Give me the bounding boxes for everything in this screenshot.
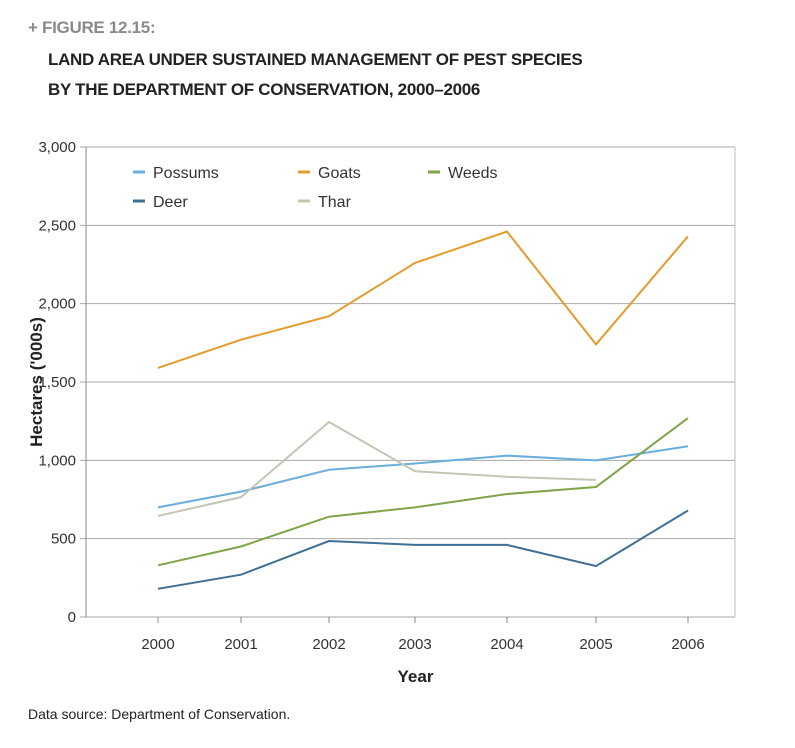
x-tick-label: 2005 xyxy=(579,636,612,653)
x-tick-label: 2004 xyxy=(490,636,523,653)
x-tick-label: 2002 xyxy=(312,636,345,653)
y-tick-label: 2,000 xyxy=(38,296,76,313)
series-line-deer xyxy=(157,509,689,590)
legend-label: Deer xyxy=(153,194,188,211)
series-line-possums xyxy=(157,445,689,509)
y-tick-label: 500 xyxy=(51,531,76,548)
series-line-thar xyxy=(157,420,597,517)
series-line-weeds xyxy=(157,417,689,567)
x-tick-label: 2000 xyxy=(141,636,174,653)
figure-label: + FIGURE 12.15: xyxy=(28,18,156,37)
legend-label: Goats xyxy=(318,165,361,182)
y-tick-label: 3,000 xyxy=(38,139,76,156)
data-source: Data source: Department of Conservation. xyxy=(28,706,291,722)
y-tick-label: 1,000 xyxy=(38,452,76,469)
x-tick-label: 2001 xyxy=(224,636,257,653)
series-line-goats xyxy=(157,230,689,369)
y-tick-label: 0 xyxy=(68,609,76,626)
y-tick-label: 2,500 xyxy=(38,217,76,234)
legend-label: Thar xyxy=(318,194,352,211)
x-axis-label: Year xyxy=(398,667,434,686)
chart-title-line1: LAND AREA UNDER SUSTAINED MANAGEMENT OF … xyxy=(48,50,583,69)
y-tick-label: 1,500 xyxy=(38,374,76,391)
chart-title-line2: BY THE DEPARTMENT OF CONSERVATION, 2000–… xyxy=(48,80,481,99)
y-axis-label: Hectares ('000s) xyxy=(27,317,46,447)
x-tick-label: 2003 xyxy=(398,636,431,653)
legend-label: Possums xyxy=(153,165,219,182)
legend-label: Weeds xyxy=(448,165,498,182)
x-tick-label: 2006 xyxy=(671,636,704,653)
